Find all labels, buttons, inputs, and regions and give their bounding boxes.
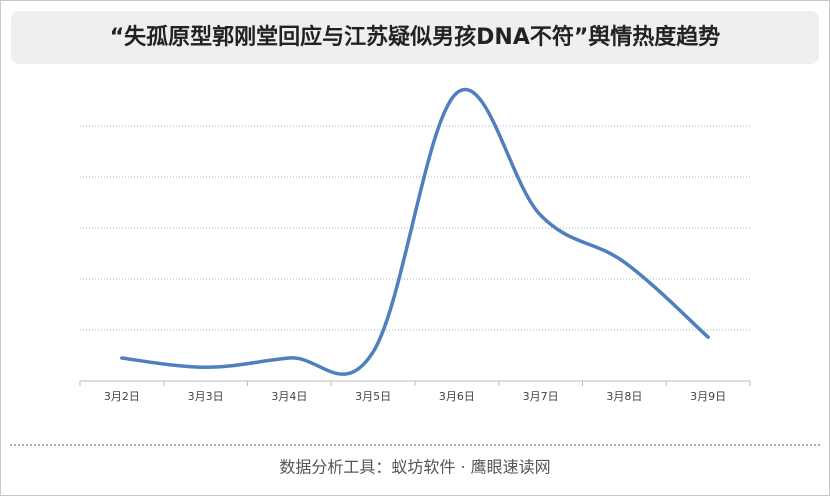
x-tick-label: 3月8日 [606, 390, 642, 403]
title-banner [11, 11, 819, 64]
chart-title: “失孤原型郭刚堂回应与江苏疑似男孩DNA不符”舆情热度趋势 [110, 24, 721, 50]
x-tick-label: 3月3日 [188, 390, 224, 403]
x-tick-label: 3月4日 [271, 390, 307, 403]
x-tick-label: 3月9日 [690, 390, 726, 403]
line-series [120, 87, 710, 376]
x-tick-label: 3月5日 [355, 390, 391, 403]
x-tick-label: 3月7日 [523, 390, 559, 403]
x-tick-label: 3月2日 [104, 390, 140, 403]
x-tick-label: 3月6日 [439, 390, 475, 403]
footer-text: 数据分析工具：蚁坊软件 · 鹰眼速读网 [279, 458, 550, 477]
